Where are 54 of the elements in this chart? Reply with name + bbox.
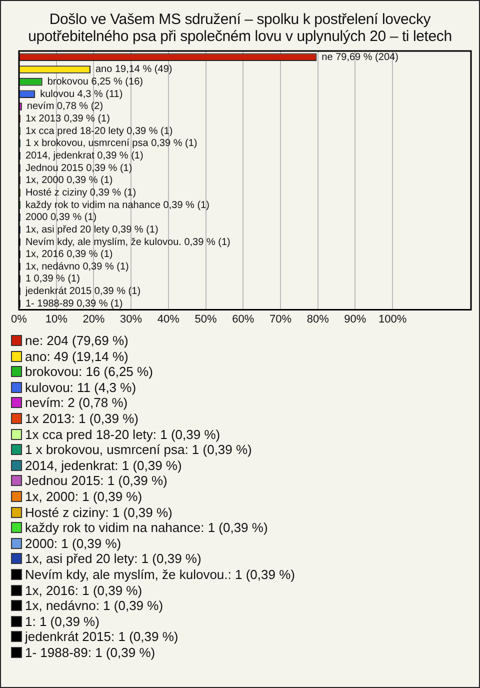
text: ne: 204 (79,69 %)	[25, 333, 128, 348]
category-label: 1x, 2016 0,39 % (1)	[25, 249, 113, 260]
category-label: Hosté z ciziny 0,39 % (1)	[25, 187, 136, 198]
category-label: Nevím kdy, ale myslím, že kulovou. 0,39 % (1)	[25, 236, 230, 248]
category-label: 1x, nedávno 0,39 % (1)	[25, 261, 129, 272]
text: 1x 2013: 1 (0,39 %)	[25, 410, 138, 426]
text: 1x cca pred 18-20 lety: 1 (0,39 %)	[25, 426, 220, 442]
x-tick-label: 10%	[45, 313, 68, 326]
x-tick-label: 20%	[82, 313, 105, 326]
category-label: ano 19,14 % (49)	[96, 64, 172, 76]
text: Hosté z ciziny: 1 (0,39 %)	[25, 504, 172, 520]
text: brokovou: 16 (6,25 %)	[25, 364, 153, 380]
text: 1: 1 (0,39 %)	[25, 614, 100, 629]
category-label: ne 79,69 % (204)	[322, 52, 398, 63]
text: 1x, nedávno: 1 (0,39 %)	[25, 598, 164, 614]
category-label: 1- 1988-89 0,39 % (1)	[25, 298, 123, 310]
category-label: kulovou 4,3 % (11)	[40, 88, 123, 100]
category-label: jedenkrát 2015 0,39 % (1)	[25, 286, 141, 298]
category-label: 1x, 2000 0,39 % (1)	[25, 175, 113, 186]
text: 2000: 1 (0,39 %)	[25, 536, 122, 551]
x-tick-label: 40%	[157, 313, 180, 326]
x-tick-label: 90%	[344, 313, 366, 326]
x-tick-label: 60%	[232, 313, 254, 326]
category-label: každy rok to vidim na nahance 0,39 % (1)	[25, 200, 210, 211]
text: ano: 49 (19,14 %)	[25, 348, 128, 364]
category-label: 1x, asi před 20 lety 0,39 % (1)	[25, 224, 158, 236]
text: 1- 1988-89: 1 (0,39 %)	[25, 644, 156, 660]
category-label: 1x 2013 0,39 % (1)	[25, 114, 110, 125]
category-label: 2014, jedenkrat 0,39 % (1)	[25, 150, 144, 162]
text: každy rok to vidim na nahance: 1 (0,39 %)	[25, 520, 268, 536]
category-label: brokovou 6,25 % (16)	[47, 76, 143, 88]
text: kulovou: 11 (4,3 %)	[25, 380, 136, 395]
x-tick-label: 50%	[194, 313, 217, 326]
text: Nevím kdy, ale myslím, že kulovou.: 1 (0,39 %)	[25, 566, 295, 582]
text: jedenkrát 2015: 1 (0,39 %)	[25, 629, 178, 644]
category-label: 1 0,39 % (1)	[25, 274, 80, 285]
category-label: 1 x brokovou, usmrcení psa 0,39 % (1)	[25, 138, 198, 150]
x-tick-label: 0%	[11, 313, 28, 326]
x-tick-label: 80%	[306, 313, 330, 326]
text: nevím: 2 (0,78 %)	[25, 395, 128, 410]
text: Jednou 2015: 1 (0,39 %)	[25, 473, 168, 488]
category-label: 2000 0,39 % (1)	[25, 212, 97, 224]
text: 1x, 2016: 1 (0,39 %)	[25, 582, 142, 598]
text: 2014, jedenkrat: 1 (0,39 %)	[25, 458, 182, 473]
text: 1x, 2000: 1 (0,39 %)	[25, 488, 142, 504]
text: 1 x brokovou, usmrcení psa: 1 (0,39 %)	[25, 442, 252, 458]
category-label: 1x cca pred 18-20 lety 0,39 % (1)	[25, 126, 173, 137]
text: 1x, asi před 20 lety: 1 (0,39 %)	[25, 551, 202, 566]
x-tick-label: 100%	[378, 313, 407, 326]
category-label: nevím 0,78 % (2)	[26, 101, 104, 112]
x-tick-label: 70%	[269, 313, 292, 326]
category-label: Jednou 2015 0,39 % (1)	[25, 162, 132, 174]
chart-title: Došlo ve Vašem MS sdružení – spolku k postřelení lovecky upotřebitelného psa při společném lovu v uplynulých 20 – ti letech	[27, 11, 453, 45]
x-tick-label: 30%	[120, 313, 142, 326]
